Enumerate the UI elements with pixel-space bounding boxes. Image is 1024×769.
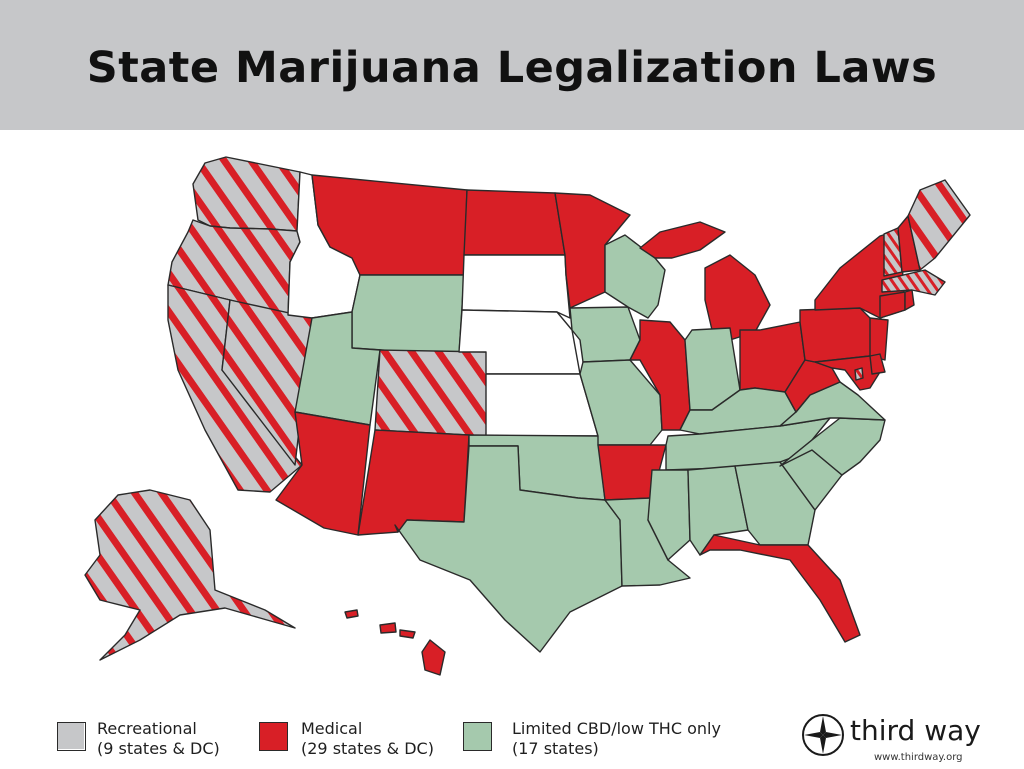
legend-swatch-recreational	[57, 722, 86, 751]
title-banner	[0, 0, 1024, 130]
state-mi	[639, 221, 726, 259]
stripes-swatch-icon	[58, 723, 84, 749]
state-ct	[879, 291, 906, 319]
state-wa	[192, 156, 301, 232]
state-hi	[421, 639, 446, 676]
state-wy	[351, 274, 465, 356]
legend-label-recreational: Recreational	[97, 719, 197, 738]
state-co	[374, 349, 491, 437]
state-mi	[704, 254, 771, 341]
state-hi-island-3	[399, 629, 416, 639]
state-hi-island-1	[344, 609, 359, 619]
compass-icon	[802, 714, 844, 756]
legend-label-cbd: Limited CBD/low THC only	[512, 719, 721, 738]
state-ma	[881, 269, 946, 296]
state-wi	[604, 234, 666, 319]
state-dc	[854, 367, 864, 381]
state-ak	[84, 489, 296, 661]
legend-sub-medical: (29 states & DC)	[301, 739, 434, 758]
state-me	[907, 179, 971, 271]
legend-label-medical: Medical	[301, 719, 363, 738]
state-tx	[394, 445, 623, 653]
state-pa	[799, 307, 881, 363]
brand-url: www.thirdway.org	[874, 752, 963, 763]
state-de	[869, 353, 886, 375]
state-fl	[699, 534, 861, 643]
state-ks	[485, 373, 599, 437]
legend-sub-cbd: (17 states)	[512, 739, 599, 758]
state-sd	[461, 254, 571, 319]
legend-swatch-medical	[259, 722, 288, 751]
state-nv	[221, 299, 313, 466]
legend-sub-recreational: (9 states & DC)	[97, 739, 220, 758]
state-nd	[463, 189, 566, 256]
state-nm	[357, 429, 470, 536]
state-hi-island-2	[379, 622, 397, 634]
state-ia	[569, 306, 641, 363]
map-title: State Marijuana Legalization Laws	[86, 43, 938, 93]
legend-swatch-cbd	[463, 722, 492, 751]
us-map	[84, 156, 971, 676]
state-ri	[904, 289, 915, 311]
state-az	[275, 411, 371, 536]
brand-name: third way	[850, 714, 981, 747]
state-nj	[869, 317, 889, 361]
state-il	[629, 319, 691, 431]
